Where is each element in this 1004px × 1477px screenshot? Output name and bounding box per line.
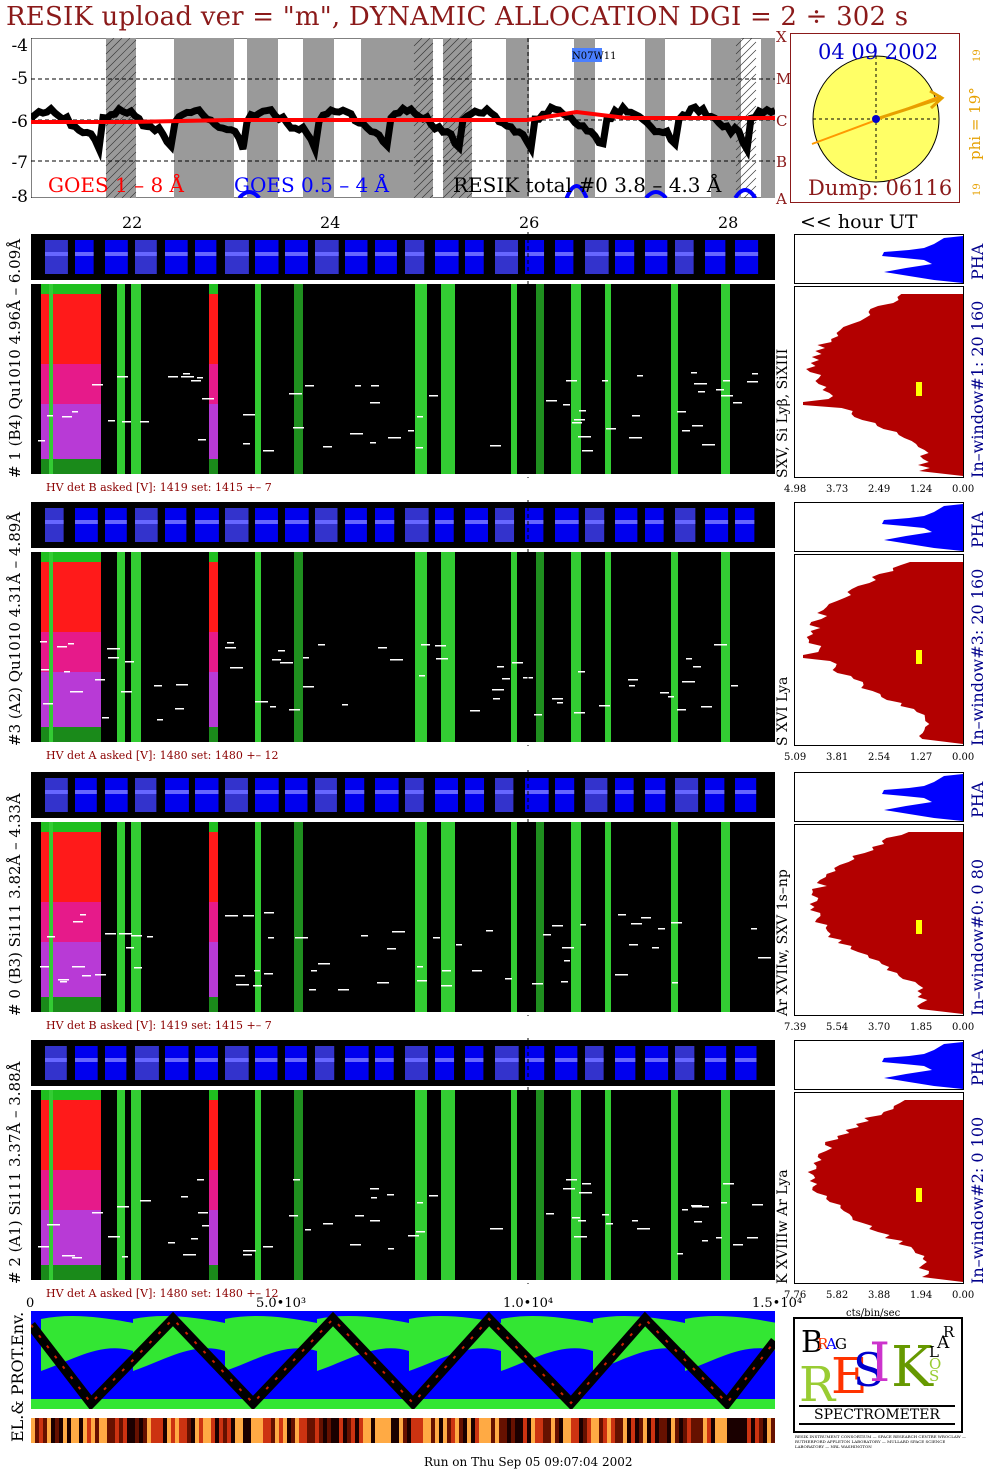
goes-ytick: -7 xyxy=(11,153,28,173)
goes-short-peak xyxy=(564,184,589,198)
spectrum-tick: 5.09 xyxy=(784,752,807,763)
channel-spectrogram xyxy=(31,500,775,746)
spectral-lines-label: S XVI Lya xyxy=(775,676,791,746)
logo-fine-print: RESIK INSTRUMENT CONSORTIUM — SPACE RESE… xyxy=(795,1434,966,1449)
flare-tag: N07W11 xyxy=(572,51,616,62)
goes-ytick: -5 xyxy=(11,69,28,89)
channel-label: # 1 (B4) Qu1010 4.96Å – 6.09Å xyxy=(6,238,24,478)
phi-angle: phi = 19° xyxy=(966,87,984,160)
spectrum-tick: 7.76 xyxy=(784,1290,807,1301)
spectrum-profile xyxy=(794,554,964,746)
sun-position-panel xyxy=(790,33,960,203)
spectral-lines-label: Ar XVIIw, SXV 1s–np xyxy=(775,869,791,1016)
channel-label: # 0 (B3) Si111 3.82Å – 4.33Å xyxy=(6,793,24,1016)
env-xtick: 1.0•10⁴ xyxy=(503,1296,554,1311)
spectrum-tick: 0.00 xyxy=(952,752,975,763)
spectral-lines-label: K XVIIIw Ar Lya xyxy=(775,1169,791,1284)
run-timestamp: Run on Thu Sep 05 09:07:04 2002 xyxy=(424,1455,633,1469)
phi-bottom: 19 xyxy=(972,183,983,196)
spectrum-tick: 5.54 xyxy=(826,1022,849,1033)
spectrum-tick: 2.54 xyxy=(868,752,891,763)
goes-xtick: 22 xyxy=(122,213,143,232)
spectrum-tick: 3.81 xyxy=(826,752,849,763)
logo-caption: SPECTROMETER xyxy=(799,1405,955,1425)
spectrum-unit: cts/bin/sec xyxy=(846,1308,901,1319)
phi-top: 19 xyxy=(972,49,983,62)
spectrum-profile xyxy=(794,286,964,478)
pha-histogram xyxy=(794,502,964,552)
pha-histogram xyxy=(794,1040,964,1090)
legend-goes-long: GOES 1 – 8 Å xyxy=(48,173,184,197)
observation-date: 04 09 2002 xyxy=(818,40,939,64)
spectrum-tick: 7.39 xyxy=(784,1022,807,1033)
in-window-label: In–window#2: 0 100 xyxy=(968,1116,987,1284)
page-title: RESIK upload ver = "m", DYNAMIC ALLOCATI… xyxy=(6,2,909,32)
legend-goes-short: GOES 0.5 – 4 Å xyxy=(234,173,390,197)
spectrum-tick: 1.27 xyxy=(910,752,933,763)
spectrum-tick: 2.49 xyxy=(868,484,891,495)
goes-short-peak xyxy=(733,188,757,198)
goes-ytick: -4 xyxy=(11,36,28,56)
goes-lightcurve-chart: N07W11 xyxy=(31,38,775,198)
pha-histogram xyxy=(794,772,964,822)
channel-label: # 2 (A1) Si111 3.37Å – 3.88Å xyxy=(6,1061,24,1284)
env-xtick: 5.0•10³ xyxy=(256,1296,307,1311)
channel-spectrogram xyxy=(31,1038,775,1284)
hv-readout: HV det A asked [V]: 1480 set: 1480 +– 12 xyxy=(46,749,279,762)
env-xtick: 0 xyxy=(26,1296,35,1311)
goes-short-peak xyxy=(644,190,668,198)
in-window-label: In–window#3: 20 160 xyxy=(968,568,987,746)
goes-short-peak xyxy=(237,190,261,198)
pha-label: PHA xyxy=(968,1049,987,1086)
goes-xtick: 28 xyxy=(718,213,739,232)
in-window-label: In–window#0: 0 80 xyxy=(968,859,987,1016)
env-axis-label: EL.& PROT.Env. xyxy=(8,1311,27,1442)
particle-environment-chart xyxy=(31,1311,775,1409)
goes-ytick: -6 xyxy=(11,112,28,132)
spectrum-tick: 5.82 xyxy=(826,1290,849,1301)
spectrum-tick: 4.98 xyxy=(784,484,807,495)
legend-resik-total: RESIK total #0 3.8 – 4.3 Å xyxy=(453,173,722,197)
hv-readout: HV det B asked [V]: 1419 set: 1415 +– 7 xyxy=(46,481,272,494)
hv-readout: HV det B asked [V]: 1419 set: 1415 +– 7 xyxy=(46,1019,272,1032)
spectrum-profile xyxy=(794,824,964,1016)
spectrum-tick: 1.94 xyxy=(910,1290,933,1301)
channel-spectrogram xyxy=(31,770,775,1016)
spectrum-tick: 0.00 xyxy=(952,484,975,495)
goes-ytick: -8 xyxy=(11,187,28,207)
spectral-lines-label: SXV, Si Lyβ, SiXIII xyxy=(775,348,791,478)
channel-spectrogram xyxy=(31,232,775,478)
spectrum-tick: 1.24 xyxy=(910,484,933,495)
hour-axis-label: << hour UT xyxy=(800,211,918,233)
channel-label: #3 (A2) Qu1010 4.31Å – 4.89Å xyxy=(6,511,24,746)
goes-class-label: M xyxy=(776,70,792,88)
goes-xtick: 26 xyxy=(519,213,540,232)
goes-class-label: X xyxy=(776,28,787,46)
spectrum-tick: 0.00 xyxy=(952,1022,975,1033)
pha-label: PHA xyxy=(968,243,987,280)
goes-class-label: C xyxy=(776,112,788,130)
spectrum-tick: 3.73 xyxy=(826,484,849,495)
goes-class-label: B xyxy=(776,153,788,171)
goes-class-label: A xyxy=(776,190,787,208)
spectrum-tick: 1.85 xyxy=(910,1022,933,1033)
pha-label: PHA xyxy=(968,781,987,818)
hv-readout: HV det A asked [V]: 1480 set: 1480 +– 12 xyxy=(46,1287,279,1300)
pha-label: PHA xyxy=(968,511,987,548)
env-xtick: 1.5•10⁴ xyxy=(752,1296,803,1311)
resik-logo: B R A G R E S I K S O L A R SPECTROMETER xyxy=(793,1317,963,1433)
spectrum-tick: 3.70 xyxy=(868,1022,891,1033)
spectrum-tick: 0.00 xyxy=(952,1290,975,1301)
spectrum-profile xyxy=(794,1092,964,1284)
in-window-label: In–window#1: 20 160 xyxy=(968,300,987,478)
pha-histogram xyxy=(794,234,964,284)
spectrum-tick: 3.88 xyxy=(868,1290,891,1301)
goes-xtick: 24 xyxy=(320,213,341,232)
environment-strip xyxy=(31,1418,775,1443)
dump-number: Dump: 06116 xyxy=(808,176,953,200)
